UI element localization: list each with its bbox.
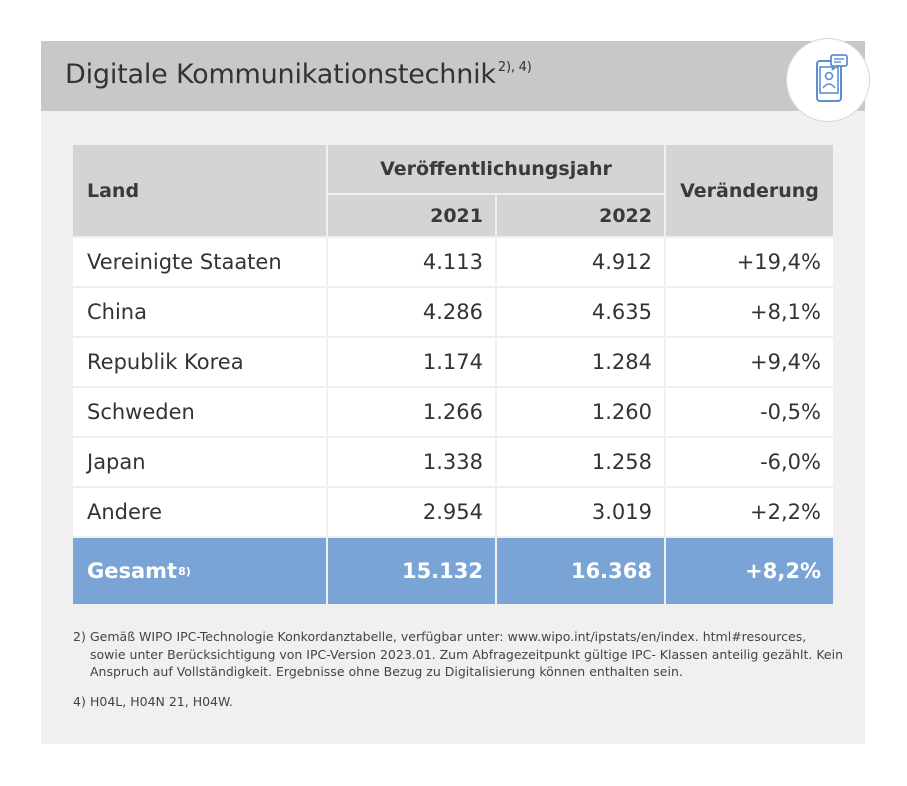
cell-2021: 1.174: [423, 350, 483, 374]
table-row-change: +19,4%: [666, 238, 833, 286]
col-header-2022: 2022: [497, 195, 664, 236]
table-row-change: +9,4%: [666, 338, 833, 386]
table-row-2022: 3.019: [497, 488, 664, 536]
total-2022: 16.368: [571, 559, 652, 583]
footnote-number: 4): [73, 693, 90, 711]
table-row-2021: 1.174: [328, 338, 495, 386]
table-row-2021: 4.286: [328, 288, 495, 336]
col-header-group-label: Veröffentlichungsjahr: [380, 158, 612, 180]
table-row-change: -6,0%: [666, 438, 833, 486]
total-footnote: 8): [178, 565, 191, 578]
table-row-2021: 4.113: [328, 238, 495, 286]
table-row-change: +8,1%: [666, 288, 833, 336]
table-row-change: -0,5%: [666, 388, 833, 436]
table-row-land: Vereinigte Staaten: [73, 238, 326, 286]
cell-2021: 4.286: [423, 300, 483, 324]
cell-change: -0,5%: [760, 400, 821, 424]
cell-2022: 4.635: [592, 300, 652, 324]
cell-2021: 1.338: [423, 450, 483, 474]
table-row-land: Andere: [73, 488, 326, 536]
cell-land: Republik Korea: [87, 350, 244, 374]
table-row-2022: 4.635: [497, 288, 664, 336]
cell-2022: 1.284: [592, 350, 652, 374]
page-title: Digitale Kommunikationstechnik2), 4): [65, 59, 532, 90]
cell-2021: 1.266: [423, 400, 483, 424]
total-row-2022: 16.368: [497, 538, 664, 604]
footnote-number: 2): [73, 628, 90, 681]
cell-2022: 3.019: [592, 500, 652, 524]
col-header-group: Veröffentlichungsjahr: [328, 145, 664, 193]
col-header-change: Veränderung: [666, 145, 833, 236]
footnote: 2) Gemäß WIPO IPC-Technologie Konkordanz…: [73, 628, 843, 681]
cell-2021: 2.954: [423, 500, 483, 524]
table-row-2021: 1.266: [328, 388, 495, 436]
table-row-land: Japan: [73, 438, 326, 486]
title-bar: Digitale Kommunikationstechnik2), 4): [41, 41, 865, 111]
title-footnote: 2), 4): [498, 60, 532, 75]
col-header-land-label: Land: [87, 180, 139, 202]
cell-change: +8,1%: [750, 300, 821, 324]
table-row-2022: 4.912: [497, 238, 664, 286]
col-header-2022-label: 2022: [599, 205, 652, 227]
total-row-label: Gesamt8): [73, 538, 326, 604]
table-row-land: Schweden: [73, 388, 326, 436]
col-header-2021-label: 2021: [430, 205, 483, 227]
cell-land: Andere: [87, 500, 162, 524]
total-label: Gesamt: [87, 559, 177, 583]
total-2021: 15.132: [402, 559, 483, 583]
title-text: Digitale Kommunikationstechnik: [65, 59, 496, 90]
total-row-change: +8,2%: [666, 538, 833, 604]
cell-change: +9,4%: [750, 350, 821, 374]
cell-land: Japan: [87, 450, 146, 474]
footnotes: 2) Gemäß WIPO IPC-Technologie Konkordanz…: [73, 628, 843, 710]
footnote-text: Gemäß WIPO IPC-Technologie Konkordanztab…: [90, 628, 843, 681]
cell-2021: 4.113: [423, 250, 483, 274]
table-row-2022: 1.260: [497, 388, 664, 436]
footnote: 4) H04L, H04N 21, H04W.: [73, 693, 843, 711]
cell-land: Schweden: [87, 400, 195, 424]
cell-land: China: [87, 300, 147, 324]
table-row-2021: 2.954: [328, 488, 495, 536]
cell-change: -6,0%: [760, 450, 821, 474]
mobile-chat-icon: [786, 38, 870, 122]
table-row-2022: 1.258: [497, 438, 664, 486]
table-row-2022: 1.284: [497, 338, 664, 386]
total-row-2021: 15.132: [328, 538, 495, 604]
cell-2022: 1.258: [592, 450, 652, 474]
table-row-2021: 1.338: [328, 438, 495, 486]
cell-2022: 4.912: [592, 250, 652, 274]
col-header-change-label: Veränderung: [680, 180, 819, 202]
cell-2022: 1.260: [592, 400, 652, 424]
total-change: +8,2%: [745, 559, 821, 583]
col-header-land: Land: [73, 145, 326, 236]
table-row-land: Republik Korea: [73, 338, 326, 386]
cell-change: +19,4%: [737, 250, 821, 274]
table-row-change: +2,2%: [666, 488, 833, 536]
cell-change: +2,2%: [750, 500, 821, 524]
col-header-2021: 2021: [328, 195, 495, 236]
table-row-land: China: [73, 288, 326, 336]
cell-land: Vereinigte Staaten: [87, 250, 282, 274]
footnote-text: H04L, H04N 21, H04W.: [90, 693, 843, 711]
